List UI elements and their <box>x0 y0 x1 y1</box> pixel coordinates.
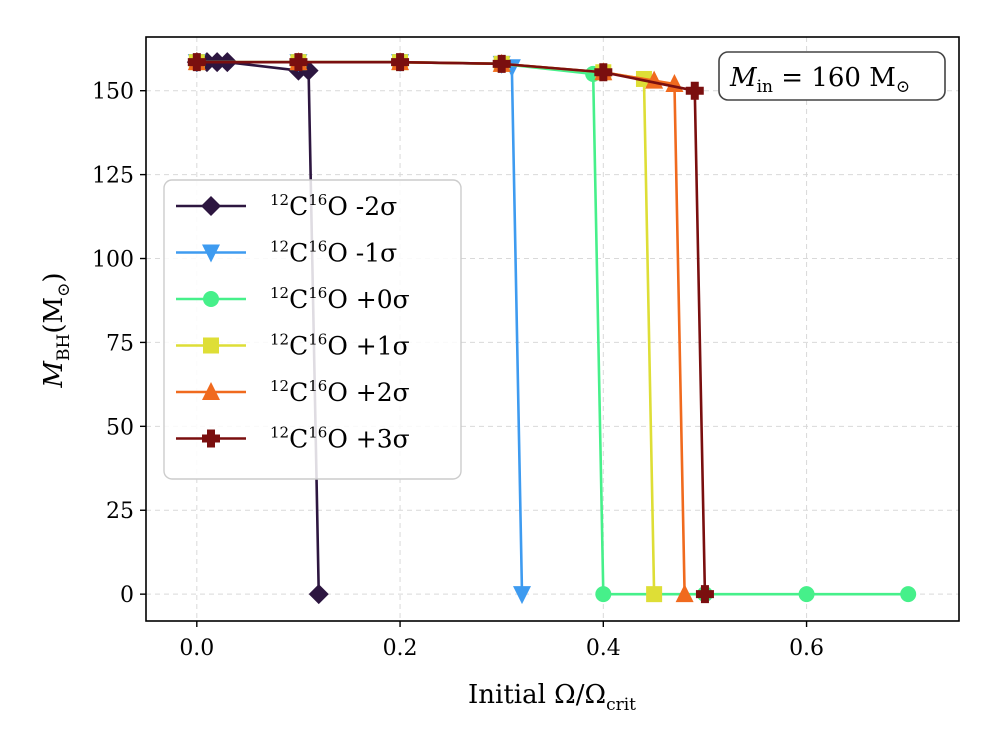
legend-label: 12C16O +1σ <box>270 331 410 361</box>
annotation-box <box>718 51 946 101</box>
legend-entry: 12C16O -1σ <box>176 238 397 268</box>
legend-entry: 12C16O -2σ <box>176 191 397 221</box>
x-axis-label: Initial Ω/Ωcrit <box>468 680 636 715</box>
legend-marker <box>203 337 219 354</box>
legend-entry: 12C16O +2σ <box>176 377 410 407</box>
grid <box>146 37 959 621</box>
y-tick-label: 100 <box>92 248 134 273</box>
series-5 <box>187 53 714 604</box>
legend-marker <box>202 429 220 448</box>
y-tick-label: 75 <box>106 331 134 356</box>
data-point <box>646 586 663 603</box>
data-point <box>594 63 613 82</box>
legend: 12C16O -2σ 12C16O -1σ 12C16O +0σ 12C16O +1σ… <box>163 179 462 480</box>
legend-label: 12C16O +0σ <box>270 284 410 314</box>
legend-entry: 12C16O +1σ <box>176 331 410 361</box>
legend-marker <box>201 196 221 216</box>
legend-marker <box>202 382 220 400</box>
legend-label: 12C16O +2σ <box>270 377 410 407</box>
legend-label: 12C16O -1σ <box>270 238 397 268</box>
ticks: 0.0 0.2 0.4 0.6 0 25 50 75 100 125 150 <box>92 80 824 661</box>
data-point <box>685 81 704 100</box>
legend-label: 12C16O +3σ <box>270 424 410 454</box>
annotation-text: Min = 160 M⊙ <box>729 63 910 97</box>
legend-entry: 12C16O +0σ <box>176 284 410 314</box>
x-tick-label: 0.6 <box>789 636 824 661</box>
y-tick-label: 25 <box>106 499 134 524</box>
legend-box <box>163 179 462 480</box>
x-tick-label: 0.2 <box>383 636 418 661</box>
y-tick-label: 125 <box>92 164 134 189</box>
data-point <box>492 54 511 73</box>
data-point <box>187 53 206 72</box>
y-axis-label: MBH(M⊙) <box>39 272 74 388</box>
data-point <box>308 584 329 605</box>
plot-frame <box>145 36 960 622</box>
y-tick-label: 150 <box>92 80 134 105</box>
legend-marker <box>202 244 220 263</box>
series-layer <box>186 52 917 605</box>
legend-marker <box>203 291 219 307</box>
x-tick-label: 0.4 <box>586 636 621 661</box>
y-tick-label: 0 <box>120 583 134 608</box>
x-tick-label: 0.0 <box>179 636 214 661</box>
legend-entry: 12C16O +3σ <box>176 424 410 454</box>
data-point <box>695 585 714 604</box>
data-point <box>900 586 917 603</box>
mass-annotation: Min = 160 M⊙ <box>718 51 946 101</box>
data-point <box>289 53 308 72</box>
data-point <box>595 586 612 603</box>
data-point <box>675 584 694 603</box>
data-point <box>798 586 815 603</box>
y-tick-label: 50 <box>106 415 134 440</box>
data-point <box>513 586 532 605</box>
legend-label: 12C16O -2σ <box>270 191 397 221</box>
data-point <box>391 53 410 72</box>
